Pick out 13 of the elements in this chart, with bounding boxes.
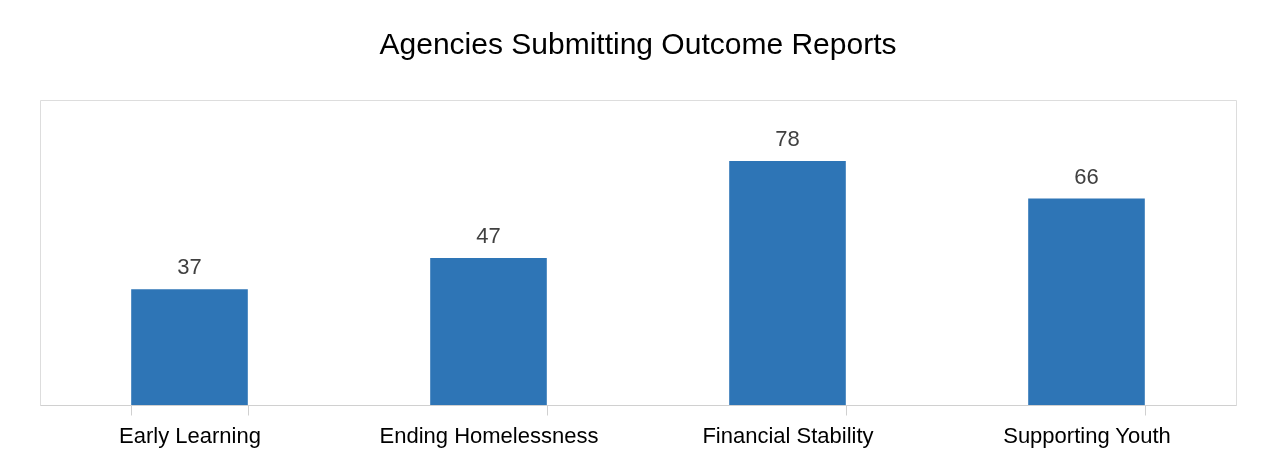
chart-title: Agencies Submitting Outcome Reports — [379, 27, 897, 60]
data-label: 66 — [1074, 163, 1099, 189]
x-tick-label: Financial Stability — [702, 422, 874, 448]
x-tick-label: Early Learning — [119, 422, 261, 448]
bar — [430, 257, 547, 405]
bar — [1028, 198, 1145, 405]
data-label: 78 — [775, 126, 800, 151]
data-label: 47 — [476, 222, 501, 248]
x-tick-label: Supporting Youth — [1003, 422, 1171, 448]
bar — [131, 289, 248, 405]
bar — [729, 161, 846, 405]
data-label: 37 — [177, 254, 202, 280]
x-tick-label: Ending Homelessness — [379, 422, 599, 448]
